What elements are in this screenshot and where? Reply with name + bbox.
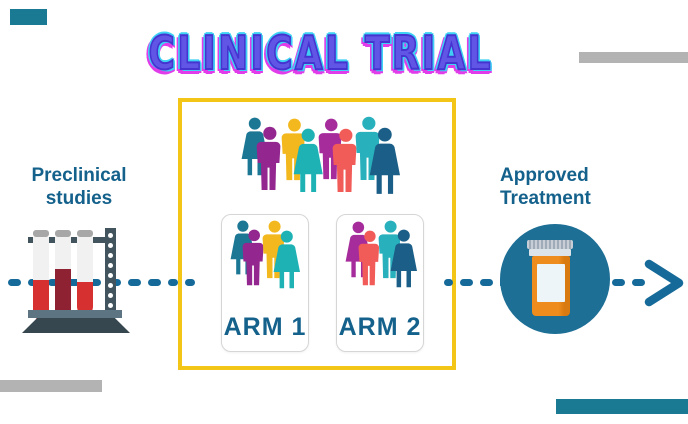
arm-1-label: ARM 1 [223,313,307,341]
corner-accent-bar-bottom-right [556,399,688,414]
stand-hole-dot [108,273,113,278]
person-icon [390,229,417,288]
corner-accent-bar-top-right [579,52,688,63]
crowd-icon [241,115,405,199]
arrow-icon [644,259,684,307]
flow-line-dash [632,279,645,286]
corner-accent-bar-bottom-left [0,380,102,392]
flow-line-dash [480,279,493,286]
corner-accent-bar-top-left [10,9,47,25]
approved-label-line1: Approved [500,165,589,186]
person-icon [256,126,281,190]
arm-2-figures [345,220,417,300]
person-icon [369,127,400,194]
stand-hole-dot [108,243,113,248]
test-tube-liquid [77,282,93,315]
person-icon [242,229,264,286]
test-tube-stand-column [105,228,116,314]
test-tube-liquid [55,269,71,321]
flow-line-dash [8,279,21,286]
stand-hole-dot [108,253,113,258]
approved-treatment-label: Approved Treatment [500,164,650,210]
flow-line-dash [185,279,195,286]
test-tube [77,237,93,315]
stand-hole-dot [108,283,113,288]
test-tube-cap [33,230,49,237]
flow-line-dash [460,279,473,286]
flow-line-dash [88,279,101,286]
pill-bottle-label [537,264,565,302]
flow-line-dash [168,279,178,286]
preclinical-studies-label: Preclinical studies [14,164,144,210]
stand-hole-dot [108,303,113,308]
test-tube-stand-bar [28,310,122,318]
page-title-text: CLINICAL TRIAL [148,26,494,80]
arm-2-label: ARM 2 [338,313,422,341]
person-icon [293,128,323,193]
test-tube-cap [77,230,93,237]
flow-line-dash [612,279,625,286]
test-tube-cap [55,230,71,237]
flow-line-dash [444,279,453,286]
approved-label-line2: Treatment [500,188,591,209]
page-title: CLINICAL TRIAL [101,26,541,80]
clinical-trial-box: ARM 1 ARM 2 [178,98,456,370]
preclinical-label-line1: Preclinical [31,165,127,186]
test-tube [55,237,71,321]
pill-bottle-lip [529,249,571,256]
flow-line-dash [148,279,161,286]
flow-line-dash [128,279,141,286]
pill-bottle-cap-icon [527,240,573,249]
flow-line-dash [68,279,81,286]
flow-line-dash [48,279,61,286]
stand-hole-dot [108,233,113,238]
stand-hole-dot [108,263,113,268]
person-icon [273,230,300,289]
arm-1-card: ARM 1 [221,214,309,352]
preclinical-label-line2: studies [45,188,113,209]
stand-hole-dot [108,293,113,298]
person-icon [358,230,380,286]
test-tubes-icon [20,222,135,337]
arm-1-figures [230,220,302,300]
person-icon [332,128,357,192]
arm-2-card: ARM 2 [336,214,424,352]
test-tube-stand-base [22,318,130,333]
